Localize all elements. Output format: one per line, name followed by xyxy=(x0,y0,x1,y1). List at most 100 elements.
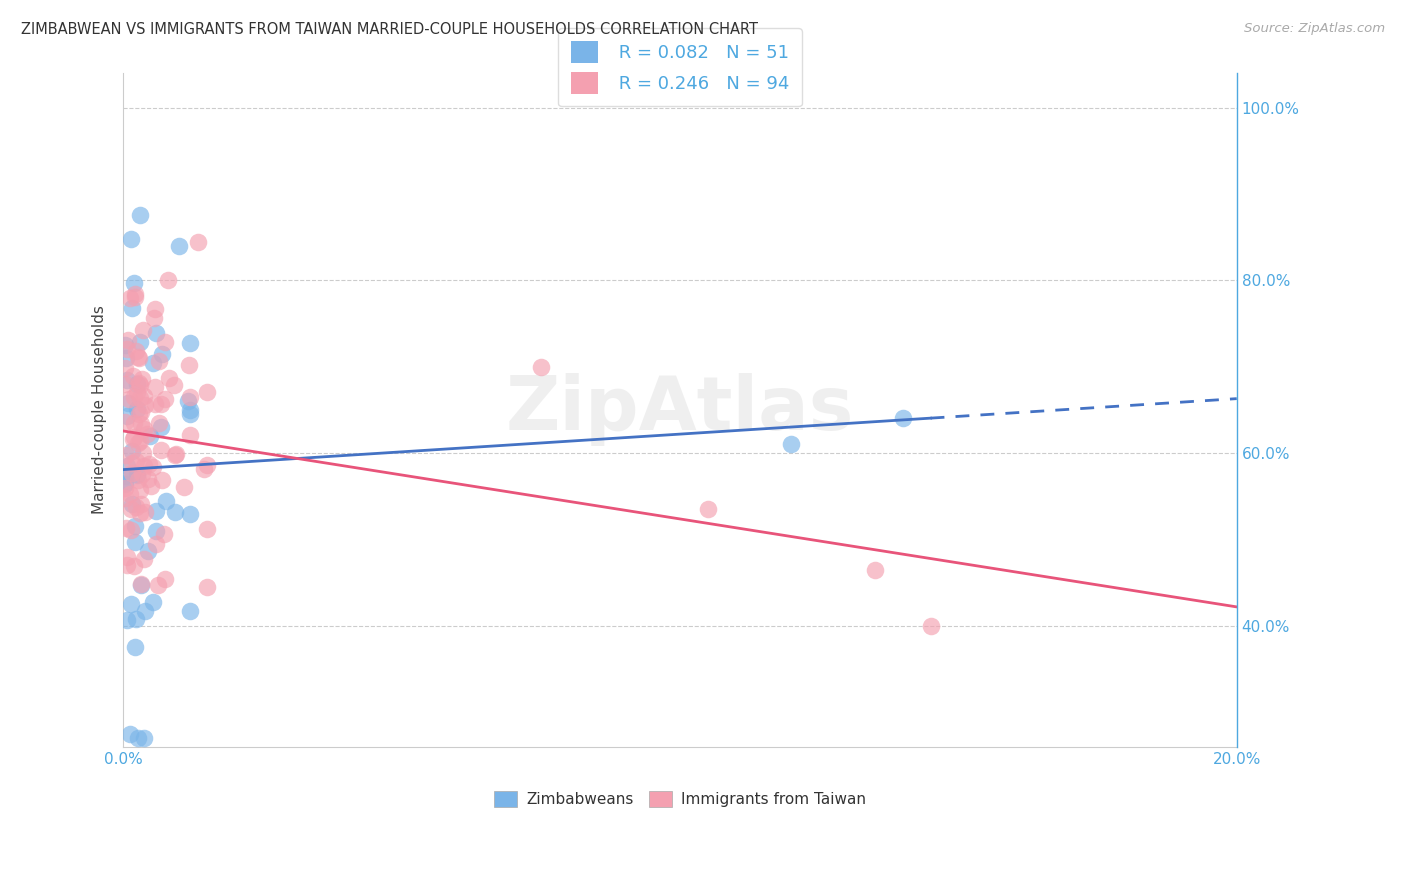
Point xyxy=(153,527,176,541)
Text: Source: ZipAtlas.com: Source: ZipAtlas.com xyxy=(1244,22,1385,36)
Point xyxy=(163,505,186,519)
Point xyxy=(121,443,143,458)
Point xyxy=(127,436,149,450)
Point xyxy=(863,563,886,577)
Point xyxy=(138,457,160,471)
Point xyxy=(115,373,138,387)
Point xyxy=(131,405,153,419)
Point xyxy=(145,504,167,518)
Point xyxy=(122,430,145,444)
Point xyxy=(117,396,139,410)
Point xyxy=(150,347,173,361)
Point xyxy=(145,326,167,340)
Point xyxy=(165,447,187,461)
Point xyxy=(195,580,218,594)
Point xyxy=(143,302,166,317)
Point xyxy=(129,209,152,223)
Point xyxy=(167,238,190,252)
Point xyxy=(173,480,195,494)
Point xyxy=(134,398,156,412)
Point xyxy=(120,502,142,516)
Point xyxy=(120,232,142,246)
Point xyxy=(179,390,201,404)
Point xyxy=(122,276,145,290)
Point xyxy=(153,392,176,407)
Point xyxy=(125,385,148,400)
Point xyxy=(150,442,173,457)
Point xyxy=(127,731,149,745)
Point xyxy=(146,577,169,591)
Point xyxy=(156,273,179,287)
Point xyxy=(132,422,155,436)
Point xyxy=(129,377,152,392)
Point xyxy=(920,618,942,632)
Point xyxy=(142,595,165,609)
Point xyxy=(122,368,145,383)
Point xyxy=(128,376,150,391)
Point xyxy=(114,361,136,376)
Point xyxy=(131,467,153,482)
Point xyxy=(148,417,170,431)
Point xyxy=(131,323,153,337)
Point xyxy=(115,558,138,572)
Point xyxy=(121,497,143,511)
Point xyxy=(139,428,162,442)
Point xyxy=(114,376,136,391)
Point xyxy=(121,432,143,446)
Point xyxy=(136,427,159,442)
Point xyxy=(150,420,173,434)
Point xyxy=(179,507,201,521)
Point xyxy=(114,477,136,491)
Point xyxy=(193,462,215,476)
Point xyxy=(142,356,165,370)
Point xyxy=(117,333,139,347)
Point xyxy=(114,448,136,462)
Point xyxy=(117,550,139,565)
Point xyxy=(114,415,136,429)
Point xyxy=(124,287,146,301)
Point xyxy=(195,458,218,473)
Point xyxy=(155,493,177,508)
Point xyxy=(143,397,166,411)
Point xyxy=(122,416,145,430)
Point xyxy=(136,472,159,486)
Point xyxy=(128,351,150,365)
Point xyxy=(131,445,153,459)
Point xyxy=(136,543,159,558)
Point xyxy=(114,338,136,352)
Point xyxy=(127,473,149,487)
Point xyxy=(155,334,177,349)
Point xyxy=(134,604,156,618)
Point xyxy=(134,505,156,519)
Point xyxy=(114,491,136,505)
Point xyxy=(155,572,177,586)
Point xyxy=(163,378,186,392)
Point xyxy=(157,370,180,384)
Point xyxy=(115,613,138,627)
Point xyxy=(127,350,149,364)
Point xyxy=(122,390,145,404)
Point xyxy=(115,409,138,424)
Point xyxy=(118,291,141,305)
Text: ZIMBABWEAN VS IMMIGRANTS FROM TAIWAN MARRIED-COUPLE HOUSEHOLDS CORRELATION CHART: ZIMBABWEAN VS IMMIGRANTS FROM TAIWAN MAR… xyxy=(21,22,758,37)
Point xyxy=(124,290,146,304)
Point xyxy=(124,535,146,549)
Point xyxy=(187,235,209,250)
Point xyxy=(143,310,166,325)
Point xyxy=(150,473,173,487)
Point xyxy=(143,380,166,394)
Point xyxy=(121,467,143,481)
Point xyxy=(145,537,167,551)
Point xyxy=(132,731,155,745)
Point xyxy=(129,483,152,497)
Point xyxy=(118,392,141,406)
Point xyxy=(530,359,553,374)
Point xyxy=(128,506,150,520)
Point xyxy=(120,597,142,611)
Point xyxy=(124,519,146,533)
Point xyxy=(127,467,149,481)
Point xyxy=(115,351,138,365)
Point xyxy=(179,428,201,442)
Point xyxy=(129,417,152,431)
Point xyxy=(127,377,149,392)
